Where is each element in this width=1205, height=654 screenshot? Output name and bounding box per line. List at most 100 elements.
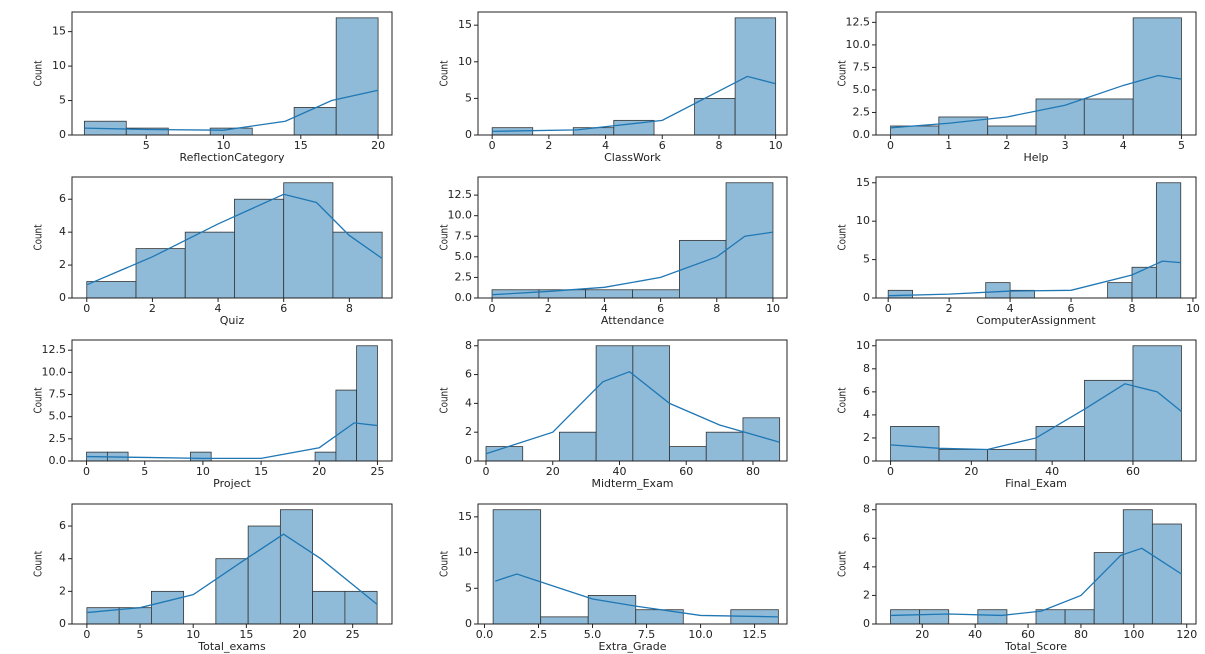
x-tick-label: 7.5: [638, 628, 656, 641]
y-tick-label: 0: [863, 454, 870, 467]
y-tick-label: 0: [59, 291, 66, 304]
subplot: 0 1 2 3 4 5 0.0 2.5 5.0 7.5 10.0 12.5 Help Count: [836, 11, 1197, 164]
bar: [572, 127, 615, 136]
bar: [335, 17, 379, 136]
y-tick-label: 5.0: [49, 410, 67, 423]
x-tick-label: 20: [915, 628, 929, 641]
y-axis-label: Count: [32, 60, 44, 86]
x-tick-label: 8: [715, 139, 722, 152]
y-axis-label: Count: [32, 387, 44, 413]
y-tick-label: 4: [59, 225, 66, 238]
x-tick-label: 0: [83, 302, 90, 315]
subplot: 0 20 40 60 80 0 2 4 6 8 Midterm_Exam Count: [438, 339, 788, 490]
bar: [1151, 523, 1182, 625]
bar: [585, 289, 633, 299]
y-axis-label: Count: [438, 387, 450, 413]
y-tick-label: 2: [863, 588, 870, 601]
x-tick-label: 2: [1003, 139, 1010, 152]
plot-frame: [875, 339, 1197, 462]
y-tick-label: 2: [465, 425, 472, 438]
x-axis-label: Total_exams: [197, 640, 266, 653]
y-tick-label: 7.5: [49, 388, 67, 401]
x-tick-label: 2.5: [530, 628, 548, 641]
bar: [492, 509, 542, 625]
kde-line: [890, 383, 1182, 451]
subplot: 0 20 40 60 0 2 4 6 8 10 Final_Exam Count: [836, 339, 1197, 490]
x-tick-label: 2: [545, 139, 552, 152]
x-tick-label: 8: [713, 302, 720, 315]
x-tick-label: 2: [149, 302, 156, 315]
y-tick-label: 2: [59, 584, 66, 597]
x-axis-label: Final_Exam: [1005, 477, 1067, 490]
bar: [283, 182, 334, 299]
bar: [1083, 98, 1134, 136]
x-tick-label: 20: [293, 628, 307, 641]
y-tick-label: 6: [59, 192, 66, 205]
kde-line: [492, 231, 774, 296]
kde-line: [495, 573, 779, 618]
bar: [335, 389, 358, 462]
kde-line: [86, 422, 378, 459]
x-tick-label: 15: [254, 465, 268, 478]
x-tick-label: 10: [216, 139, 230, 152]
bar: [86, 281, 137, 299]
bar: [184, 231, 235, 299]
x-tick-label: 25: [346, 628, 360, 641]
y-tick-label: 15: [52, 25, 66, 38]
bar: [694, 97, 736, 136]
plot-frame: [875, 503, 1197, 625]
y-tick-label: 4: [465, 396, 472, 409]
y-tick-label: 4: [863, 560, 870, 573]
y-tick-label: 10: [52, 59, 66, 72]
y-tick-label: 8: [863, 362, 870, 375]
bar: [938, 449, 988, 462]
y-tick-label: 5: [863, 253, 870, 266]
y-tick-label: 15: [856, 176, 870, 189]
y-tick-label: 12.5: [448, 188, 473, 201]
y-tick-label: 10: [856, 339, 870, 352]
bar: [234, 198, 285, 299]
x-tick-label: 80: [746, 465, 760, 478]
y-axis-label: Count: [32, 224, 44, 250]
x-tick-label: 8: [1129, 302, 1136, 315]
kde-line: [84, 89, 379, 131]
x-tick-label: 6: [280, 302, 287, 315]
x-tick-label: 0: [83, 628, 90, 641]
x-tick-label: 2: [545, 302, 552, 315]
y-axis-label: Count: [32, 551, 44, 577]
plot-frame: [71, 11, 393, 136]
bar: [632, 289, 680, 299]
x-tick-label: 10: [186, 628, 200, 641]
x-tick-label: 4: [1120, 139, 1127, 152]
x-axis-label: Project: [213, 477, 251, 490]
bar: [595, 345, 634, 462]
plot-frame: [477, 503, 788, 625]
x-tick-label: 5: [137, 628, 144, 641]
y-tick-label: 5: [465, 91, 472, 104]
y-tick-label: 6: [465, 368, 472, 381]
x-tick-label: 10: [1186, 302, 1200, 315]
bar: [1035, 98, 1085, 136]
x-tick-label: 15: [239, 628, 253, 641]
y-tick-label: 0.0: [49, 454, 67, 467]
x-tick-label: 0: [483, 465, 490, 478]
y-tick-label: 0.0: [853, 128, 871, 141]
y-tick-label: 10: [458, 55, 472, 68]
x-tick-label: 4: [602, 139, 609, 152]
bar: [1093, 552, 1124, 625]
y-tick-label: 0: [863, 291, 870, 304]
y-tick-label: 2: [59, 258, 66, 271]
x-tick-label: 0: [887, 139, 894, 152]
bar: [247, 525, 281, 625]
x-tick-label: 80: [1074, 628, 1088, 641]
x-axis-label: Total_Score: [1004, 640, 1067, 653]
bar: [1131, 266, 1157, 299]
y-tick-label: 2.5: [853, 105, 871, 118]
x-tick-label: 12.5: [742, 628, 767, 641]
bar: [705, 431, 744, 462]
x-tick-label: 5: [143, 139, 150, 152]
x-tick-label: 1: [945, 139, 952, 152]
plot-frame: [477, 176, 788, 299]
x-tick-label: 0: [887, 465, 894, 478]
